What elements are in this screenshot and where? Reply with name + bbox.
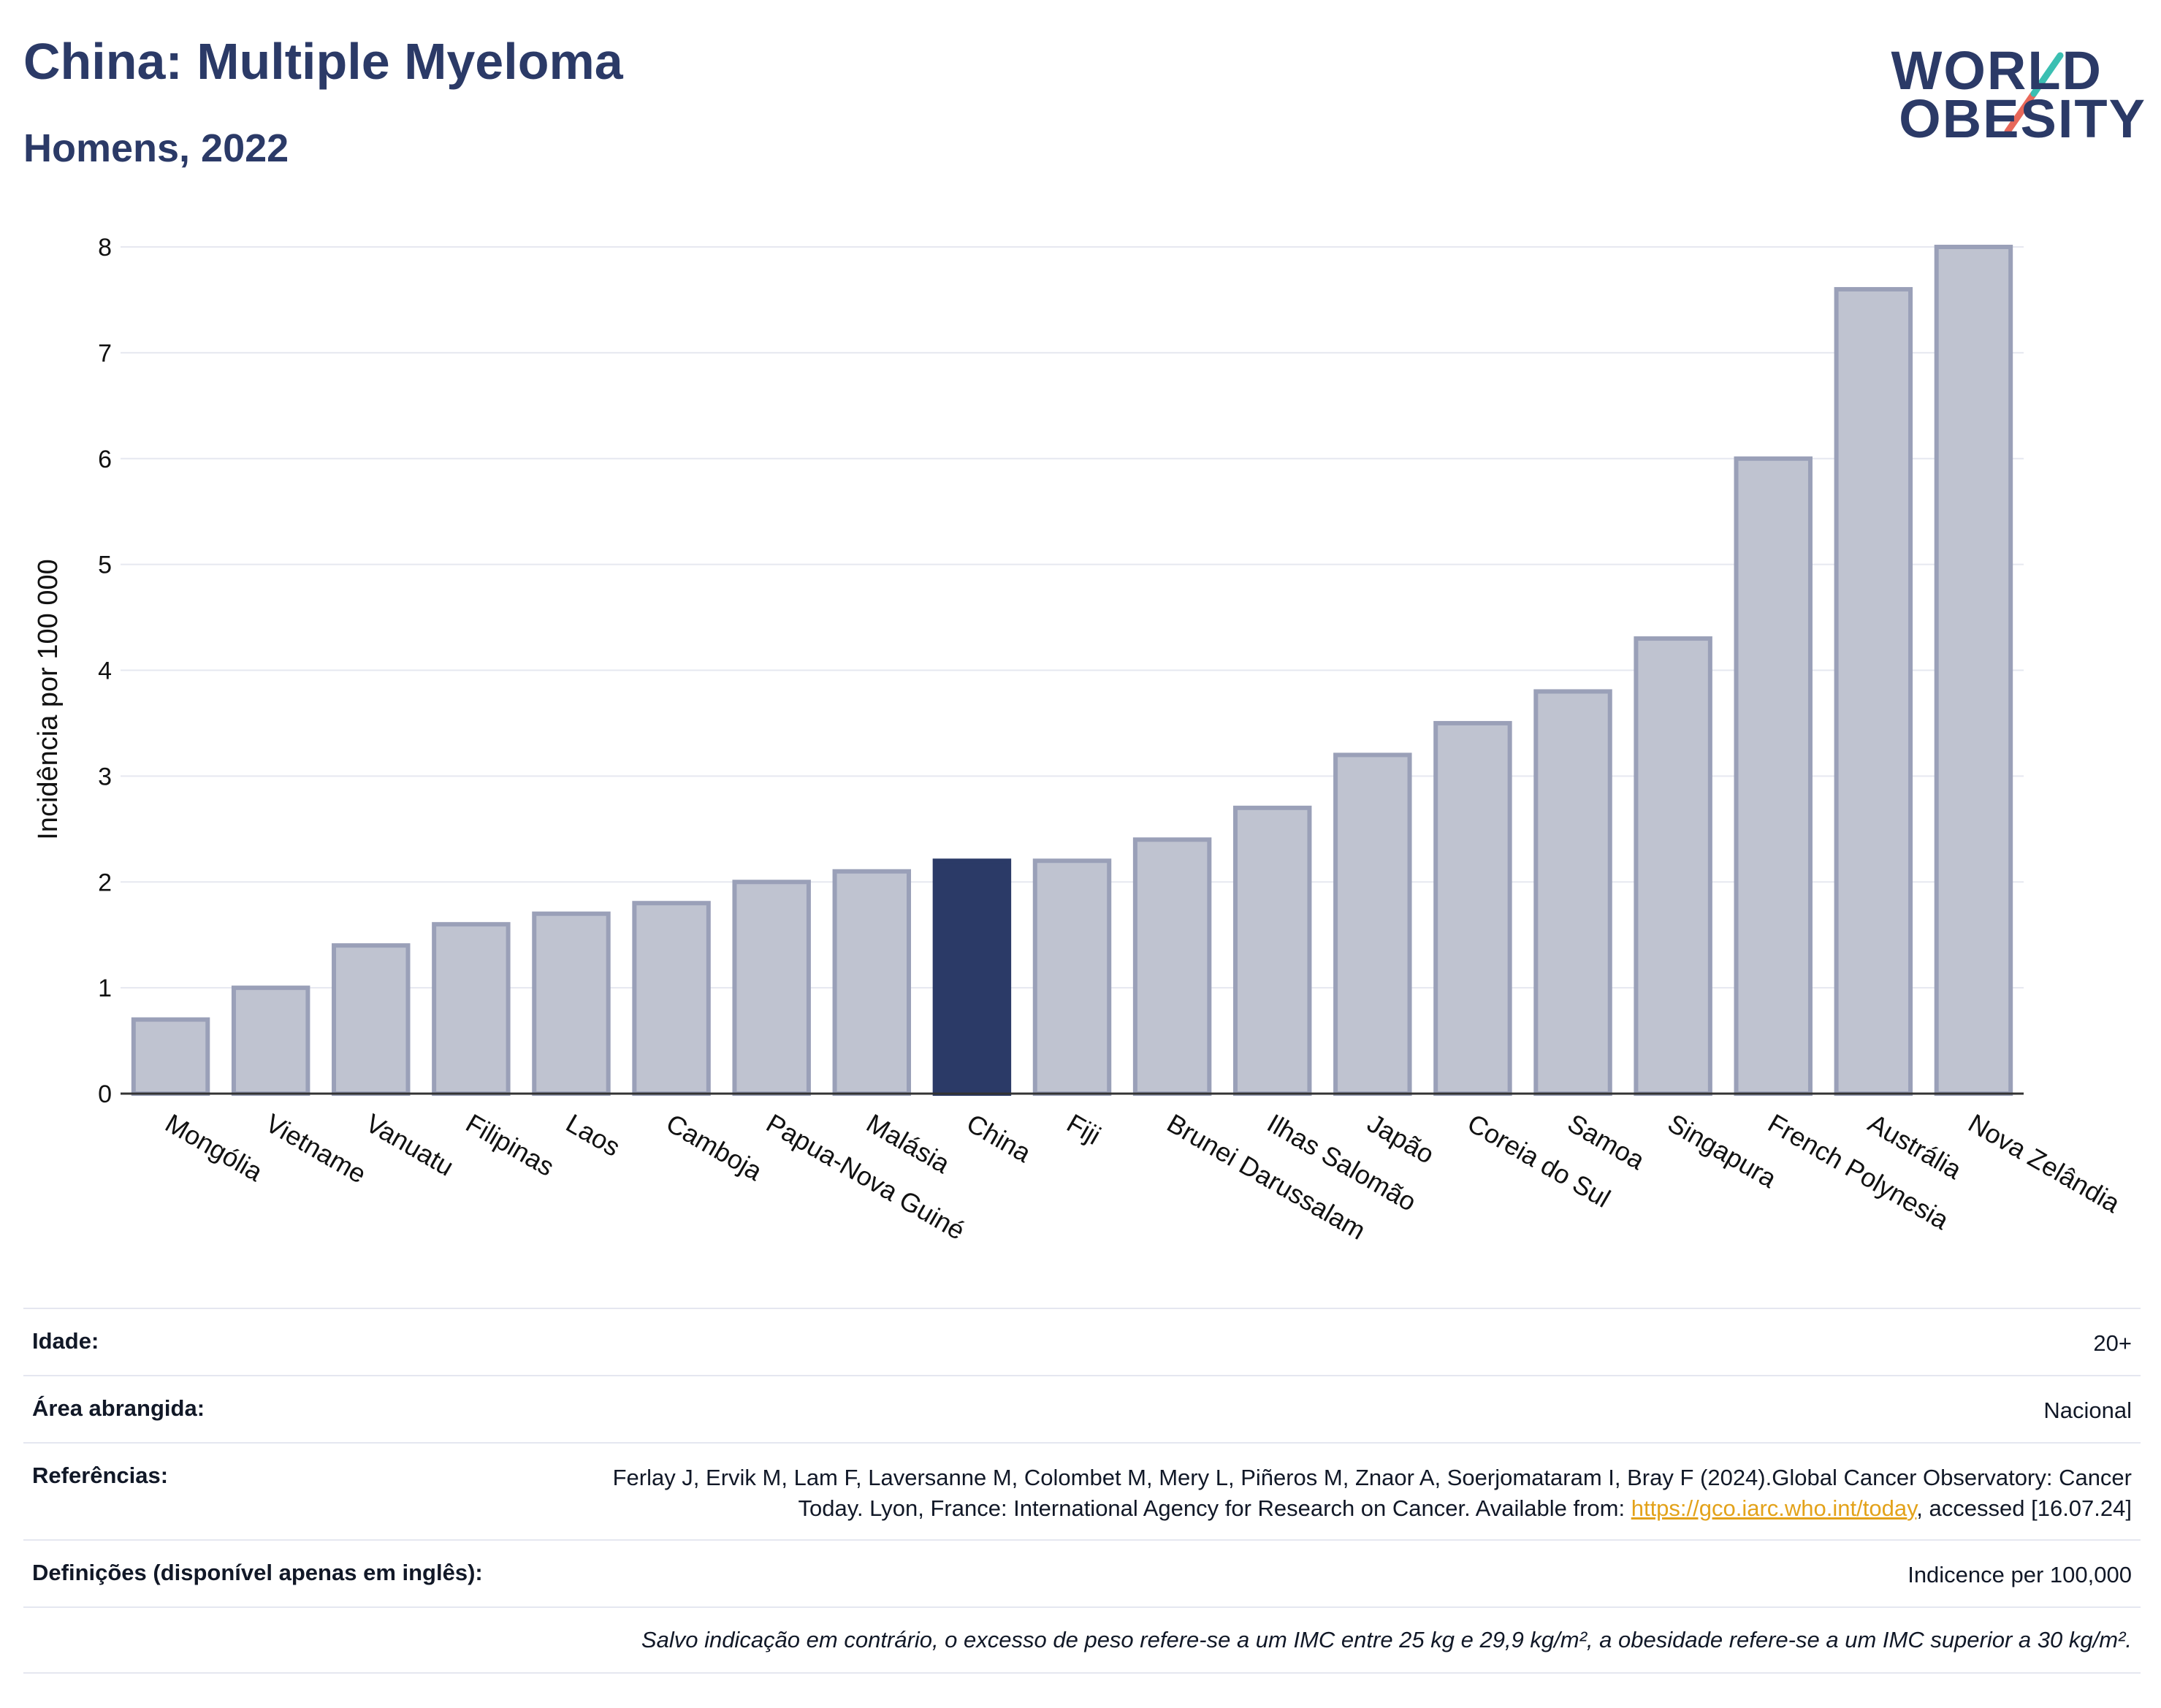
bar-13 xyxy=(1433,720,1512,1096)
y-tick-labels: 0 1 2 3 4 5 6 7 8 xyxy=(98,234,112,1108)
y-tick-label: 3 xyxy=(98,763,112,790)
info-label: Referências: xyxy=(32,1462,169,1488)
info-row-definitions: Definições (disponível apenas em inglês)… xyxy=(23,1539,2141,1606)
bars xyxy=(131,245,2013,1097)
bar-16 xyxy=(1734,456,1813,1096)
bar-15 xyxy=(1634,636,1712,1096)
bar-9 xyxy=(1032,858,1112,1097)
bar-3 xyxy=(432,922,511,1097)
x-tick-label: Nova Zelândia xyxy=(1963,1107,2125,1219)
reference-accessed: , accessed [16.07.24] xyxy=(1916,1495,2132,1521)
y-tick-label: 1 xyxy=(98,975,112,1002)
bar-17 xyxy=(1834,286,1913,1097)
bar-11 xyxy=(1232,805,1312,1097)
info-value: Indicence per 100,000 xyxy=(1907,1562,2132,1588)
info-label: Definições (disponível apenas em inglês)… xyxy=(32,1560,483,1586)
reference-link[interactable]: https://gco.iarc.who.int/today xyxy=(1631,1495,1917,1521)
bar-4 xyxy=(532,911,611,1097)
x-tick-label: Camboja xyxy=(661,1107,768,1186)
x-tick-label: Japão xyxy=(1362,1107,1439,1170)
logo-text-obesity: OBESITY xyxy=(1899,88,2146,149)
chart-title: China: Multiple Myeloma xyxy=(23,33,623,90)
y-tick-label: 5 xyxy=(98,552,112,579)
bar-2 xyxy=(332,943,411,1097)
info-row-area: Área abrangida: Nacional xyxy=(23,1374,2141,1442)
y-axis-label: Incidência por 100 000 xyxy=(33,559,64,840)
y-tick-label: 6 xyxy=(98,446,112,473)
info-row-age: Idade: 20+ xyxy=(23,1308,2141,1375)
bar-0 xyxy=(131,1017,210,1097)
bar-18 xyxy=(1934,245,2013,1096)
bar-12 xyxy=(1333,752,1412,1097)
logo-slash-icon xyxy=(2004,52,2064,135)
info-value: Ferlay J, Ervik M, Lam F, Laversanne M, … xyxy=(598,1463,2132,1524)
info-row-references: Referências: Ferlay J, Ervik M, Lam F, L… xyxy=(23,1441,2141,1540)
x-tick-label: China xyxy=(961,1107,1037,1168)
y-tick-label: 4 xyxy=(98,657,112,685)
y-tick-label: 7 xyxy=(98,340,112,367)
bar-14 xyxy=(1533,689,1612,1096)
y-tick-label: 2 xyxy=(98,869,112,896)
x-tick-label: Laos xyxy=(561,1107,625,1162)
bar-5 xyxy=(632,901,711,1096)
x-tick-label: Fiji xyxy=(1062,1107,1106,1150)
y-tick-label: 8 xyxy=(98,234,112,262)
x-tick-label: French Polynesia xyxy=(1763,1107,1954,1235)
bar-10 xyxy=(1132,837,1212,1096)
x-tick-label: Singapura xyxy=(1663,1107,1782,1194)
bar-8 xyxy=(932,858,1012,1097)
info-label: Idade: xyxy=(32,1328,99,1354)
bar-1 xyxy=(231,985,310,1096)
bmi-note: Salvo indicação em contrário, o excesso … xyxy=(23,1606,2141,1674)
x-tick-label: Vanuatu xyxy=(361,1107,459,1181)
x-tick-label: Filipinas xyxy=(461,1107,560,1182)
info-value: Nacional xyxy=(2043,1397,2132,1423)
y-tick-label: 0 xyxy=(98,1080,112,1108)
bar-6 xyxy=(732,880,811,1096)
x-tick-label: Mongólia xyxy=(161,1107,269,1187)
bar-7 xyxy=(832,869,912,1096)
chart-subtitle: Homens, 2022 xyxy=(23,126,289,170)
world-obesity-logo: WORLD OBESITY xyxy=(1891,29,2146,153)
logo-text-world: WORLD xyxy=(1891,40,2103,101)
reference-text: Ferlay J, Ervik M, Lam F, Laversanne M, … xyxy=(612,1464,2132,1521)
info-table: Idade: 20+ Área abrangida: Nacional Refe… xyxy=(23,1308,2141,1674)
info-label: Área abrangida: xyxy=(32,1395,205,1421)
x-tick-label: Vietname xyxy=(261,1107,372,1189)
info-value: 20+ xyxy=(2093,1330,2132,1356)
